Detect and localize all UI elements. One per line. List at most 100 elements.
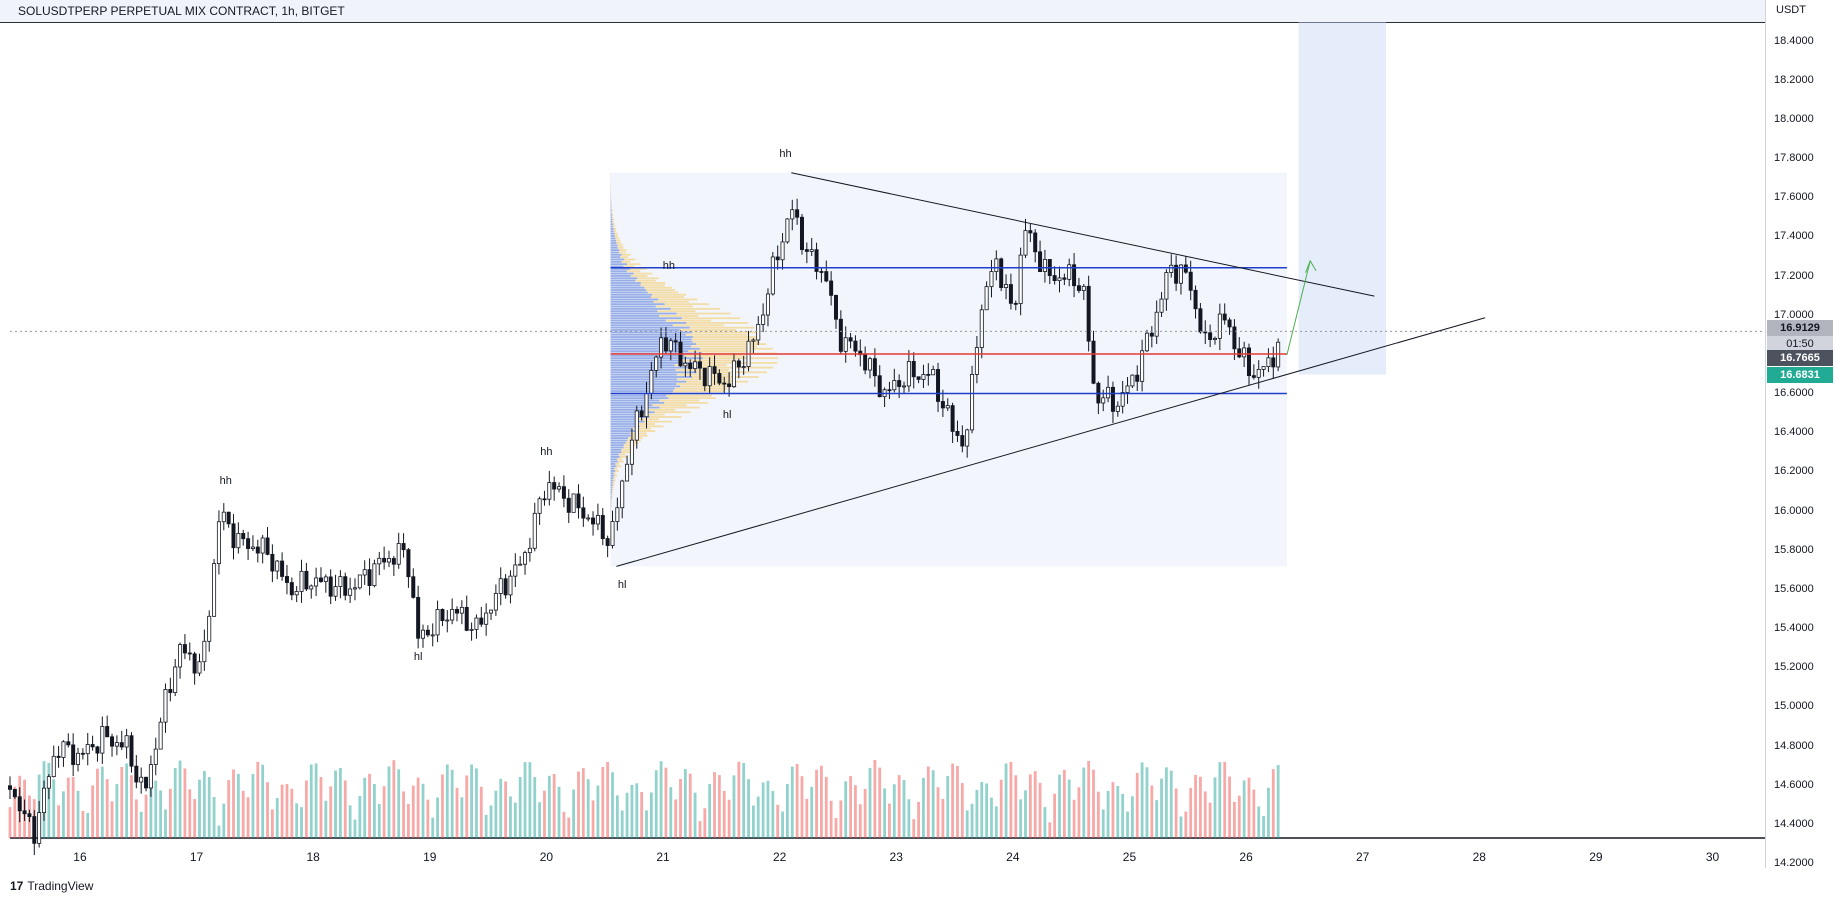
profile-bar-buy (610, 324, 673, 327)
volume-bar (246, 797, 250, 838)
volume-bar (402, 791, 405, 838)
volume-bar (164, 809, 167, 838)
candle-body (829, 280, 834, 296)
profile-bar-buy (610, 418, 638, 421)
volume-bar (1257, 806, 1261, 838)
volume-bar (1028, 774, 1032, 838)
candle-body (1067, 264, 1072, 280)
volume-bar (455, 787, 459, 838)
volume-bar (849, 776, 852, 838)
profile-bar-buy (610, 331, 692, 334)
profile-bar-sell (613, 230, 617, 233)
profile-bar-buy (610, 399, 660, 402)
profile-bar-sell (611, 204, 612, 207)
target-arrow-head (1305, 259, 1317, 273)
candle-body (221, 511, 226, 523)
profile-bar-sell (611, 498, 612, 501)
volume-bar (606, 761, 610, 838)
profile-bar-buy (610, 481, 613, 484)
volume-bar (1062, 769, 1066, 838)
volume-bar (470, 764, 473, 838)
candle-body (960, 435, 965, 447)
volume-bar (936, 787, 940, 838)
volume-bar (1116, 786, 1120, 838)
volume-bar (1033, 771, 1037, 838)
profile-bar-sell (615, 237, 620, 240)
volume-bar (547, 775, 551, 838)
volume-bar (703, 808, 707, 838)
profile-bar-buy (610, 343, 697, 346)
profile-bar-buy (610, 284, 641, 287)
volume-bars (8, 760, 1280, 838)
profile-bar-buy (610, 397, 669, 400)
candle-body (163, 689, 168, 723)
candle-body (1120, 392, 1125, 407)
profile-bar-buy (610, 333, 686, 336)
candle-body (76, 752, 81, 765)
profile-bar-sell (659, 406, 700, 409)
date-tick: 27 (1356, 850, 1370, 864)
profile-bar-buy (610, 458, 617, 461)
volume-bar (275, 797, 279, 838)
candle-body (280, 560, 285, 577)
profile-bar-sell (612, 486, 614, 489)
price-axis[interactable] (1765, 0, 1835, 868)
profile-bar-buy (610, 216, 612, 219)
swing-annotation: hh (662, 259, 675, 272)
candle-body (173, 666, 178, 693)
candle-body (1076, 285, 1081, 291)
volume-bar (1160, 778, 1163, 838)
profile-bar-sell (612, 225, 615, 228)
volume-bar (334, 770, 337, 838)
candle-body (1266, 357, 1271, 367)
volume-bar (236, 773, 240, 838)
candle-body (984, 286, 989, 311)
candle-body (736, 360, 741, 368)
level-price-label-2: 16.6831 (1767, 367, 1833, 383)
volume-bar (149, 784, 153, 838)
candle-body (294, 591, 299, 596)
brand-name: TradingView (27, 879, 94, 893)
date-tick: 26 (1239, 850, 1253, 864)
profile-bar-sell (623, 446, 635, 449)
candle-body (644, 393, 649, 418)
profile-bar-buy (610, 359, 680, 362)
candle-body (557, 486, 562, 490)
candle-body (158, 721, 163, 750)
profile-bar-sell (611, 500, 612, 503)
swing-annotation: hl (617, 579, 627, 591)
candle-body (489, 609, 494, 614)
profile-bar-sell (612, 484, 615, 487)
candle-body (197, 661, 202, 674)
volume-bar (611, 772, 614, 838)
profile-bar-sell (613, 228, 617, 230)
candle-body (1018, 254, 1023, 305)
volume-bar (416, 777, 420, 838)
profile-bar-buy (610, 404, 653, 407)
volume-bar (450, 769, 454, 838)
volume-bar (1053, 793, 1057, 838)
volume-bar (552, 773, 556, 838)
volume-bar (873, 760, 877, 838)
candle-body (1081, 285, 1086, 291)
price-tick: 15.4000 (1774, 622, 1814, 635)
profile-bar-buy (610, 439, 628, 442)
candle-body (61, 741, 66, 758)
profile-bar-sell (611, 491, 613, 494)
volume-bar (635, 783, 639, 838)
candle-body (498, 578, 503, 594)
volume-bar (8, 807, 12, 838)
profile-bar-buy (610, 251, 619, 254)
candle-body (333, 586, 338, 597)
volume-bar (781, 811, 784, 838)
profile-bar-sell (655, 305, 693, 308)
candle-body (926, 373, 931, 376)
volume-bar (975, 789, 979, 838)
candle-body (85, 744, 90, 755)
candle-body (299, 570, 304, 592)
volume-bar (504, 781, 507, 838)
volume-bar (421, 783, 425, 838)
volume-bar (159, 790, 163, 838)
volume-bar (1174, 788, 1178, 838)
